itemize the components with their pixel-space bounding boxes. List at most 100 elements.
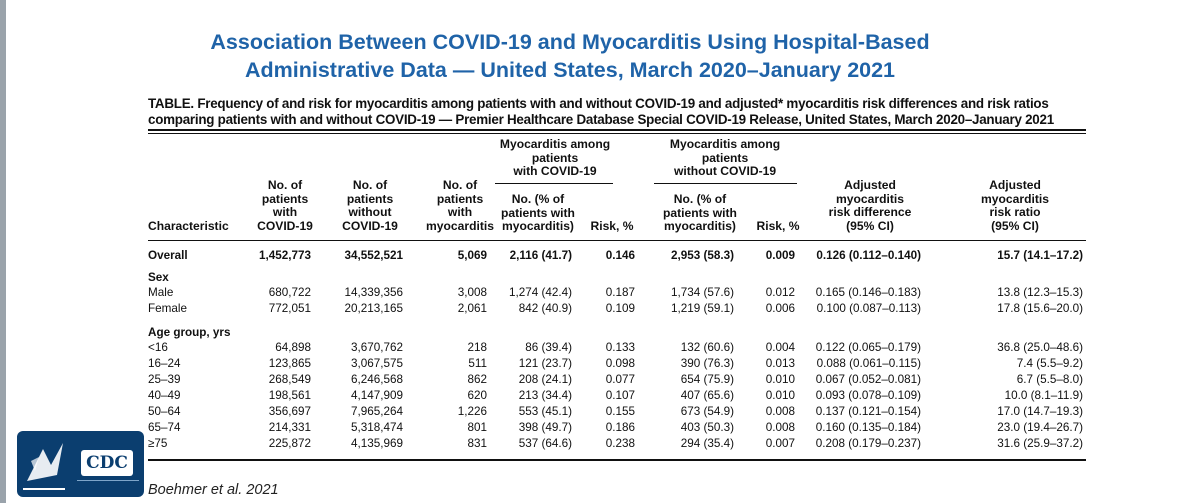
group-rule-without xyxy=(654,183,797,184)
header-risk-with-covid: Risk, % xyxy=(590,219,634,233)
table-caption-line-1: TABLE. Frequency of and risk for myocard… xyxy=(148,96,1049,111)
eagle-emblem-icon xyxy=(23,443,65,490)
table-cell: 0.160 (0.135–0.184) xyxy=(815,421,921,434)
group-rule-with xyxy=(495,183,613,184)
row-label: 65–74 xyxy=(148,421,181,434)
table-cell: 0.006 xyxy=(765,302,795,315)
table-cell: 553 (45.1) xyxy=(518,405,572,418)
table-cell: 0.122 (0.065–0.179) xyxy=(815,341,921,354)
table-cell: 34,552,521 xyxy=(344,249,404,262)
table-cell: 0.077 xyxy=(605,373,635,386)
table-cell: 772,051 xyxy=(268,302,311,315)
table-cell: 0.133 xyxy=(605,341,635,354)
table-cell: 0.010 xyxy=(765,389,795,402)
table-cell: 5,069 xyxy=(457,249,487,262)
row-label: 16–24 xyxy=(148,357,181,370)
table-cell: 842 (40.9) xyxy=(518,302,572,315)
table-cell: 225,872 xyxy=(268,437,311,450)
table-cell: 831 xyxy=(467,437,487,450)
table-cell: 654 (75.9) xyxy=(680,373,734,386)
table-cell: 294 (35.4) xyxy=(680,437,734,450)
table-cell: 0.186 xyxy=(605,421,635,434)
table-cell: 0.013 xyxy=(765,357,795,370)
row-label: Male xyxy=(148,286,174,299)
table-cell: 10.0 (8.1–11.9) xyxy=(1004,389,1083,402)
cdc-logo: CDC xyxy=(17,431,144,497)
table-cell: 0.004 xyxy=(765,341,795,354)
table-cell: 17.8 (15.6–20.0) xyxy=(997,302,1083,315)
row-label: Overall xyxy=(148,249,188,262)
table-cell: 6.7 (5.5–8.0) xyxy=(1016,373,1083,386)
table-cell: 403 (50.3) xyxy=(680,421,734,434)
page-edge xyxy=(0,0,6,503)
table-cell: 7,965,264 xyxy=(351,405,403,418)
table-cell: 86 (39.4) xyxy=(525,341,572,354)
table-cell: 0.093 (0.078–0.109) xyxy=(815,389,921,402)
table-cell: 0.107 xyxy=(605,389,635,402)
table-cell: 620 xyxy=(467,389,487,402)
table-cell: 2,116 (41.7) xyxy=(509,249,572,262)
table-cell: 64,898 xyxy=(275,341,311,354)
table-cell: 0.126 (0.112–0.140) xyxy=(816,249,921,262)
header-pct-without-covid: No. (% of patients with myocarditis) xyxy=(663,192,737,234)
table-cell: 407 (65.6) xyxy=(680,389,734,402)
table-cell: 0.098 xyxy=(605,357,635,370)
header-bottom-rule xyxy=(148,240,1086,241)
table-cell: 356,697 xyxy=(268,405,311,418)
header-adj-risk-difference: Adjusted myocarditis risk difference (95… xyxy=(828,178,912,233)
table-cell: 268,549 xyxy=(268,373,311,386)
table-cell: 3,670,762 xyxy=(351,341,403,354)
table-cell: 3,067,575 xyxy=(351,357,403,370)
table-cell: 1,226 xyxy=(457,405,487,418)
top-rule-thick xyxy=(148,129,1086,131)
table-cell: 198,561 xyxy=(268,389,311,402)
header-adj-risk-ratio: Adjusted myocarditis risk ratio (95% CI) xyxy=(981,178,1049,233)
cdc-logo-text: CDC xyxy=(81,450,133,476)
table-cell: 7.4 (5.5–9.2) xyxy=(1016,357,1083,370)
table-cell: 0.155 xyxy=(605,405,635,418)
table-cell: 13.8 (12.3–15.3) xyxy=(997,286,1083,299)
table-cell: 390 (76.3) xyxy=(680,357,734,370)
table-caption-line-2: comparing patients with and without COVI… xyxy=(148,112,1054,127)
table-cell: 0.008 xyxy=(765,405,795,418)
table-cell: 1,452,773 xyxy=(259,249,311,262)
header-characteristic: Characteristic xyxy=(148,219,229,233)
table-cell: 0.165 (0.146–0.183) xyxy=(815,286,921,299)
table-cell: 2,061 xyxy=(457,302,487,315)
table-cell: 801 xyxy=(467,421,487,434)
header-n-without-covid: No. of patients without COVID-19 xyxy=(342,178,398,233)
row-label: 40–49 xyxy=(148,389,181,402)
table-cell: 14,339,356 xyxy=(344,286,404,299)
table-cell: 0.137 (0.121–0.154) xyxy=(815,405,921,418)
table-cell: 132 (60.6) xyxy=(680,341,734,354)
table-cell: 214,331 xyxy=(268,421,311,434)
table-cell: 398 (49.7) xyxy=(518,421,572,434)
row-label: <16 xyxy=(148,341,168,354)
header-risk-without-covid: Risk, % xyxy=(756,219,800,233)
table-cell: 15.7 (14.1–17.2) xyxy=(997,249,1083,262)
table-cell: 31.6 (25.9–37.2) xyxy=(997,437,1083,450)
table-cell: 862 xyxy=(467,373,487,386)
table-cell: 218 xyxy=(467,341,487,354)
table-cell: 680,722 xyxy=(268,286,311,299)
table-cell: 121 (23.7) xyxy=(518,357,572,370)
cdc-logo-tagline xyxy=(77,480,139,487)
table-cell: 1,219 (59.1) xyxy=(670,302,734,315)
table-cell: 4,135,969 xyxy=(351,437,403,450)
table-cell: 20,213,165 xyxy=(344,302,404,315)
table-cell: 6,246,568 xyxy=(351,373,403,386)
table-cell: 0.008 xyxy=(765,421,795,434)
row-label: 50–64 xyxy=(148,405,181,418)
row-label: Female xyxy=(148,302,187,315)
table-cell: 1,734 (57.6) xyxy=(670,286,734,299)
table-cell: 213 (34.4) xyxy=(518,389,572,402)
header-group-without-covid: Myocarditis among patients without COVID… xyxy=(669,137,781,179)
table-cell: 1,274 (42.4) xyxy=(508,286,572,299)
table-cell: 3,008 xyxy=(457,286,487,299)
table-cell: 0.010 xyxy=(765,373,795,386)
citation: Boehmer et al. 2021 xyxy=(148,482,279,498)
header-group-with-covid: Myocarditis among patients with COVID-19 xyxy=(499,137,611,179)
figure-title-line-2: Administrative Data — United States, Mar… xyxy=(244,58,896,82)
table-cell: 208 (24.1) xyxy=(518,373,572,386)
figure-title-line-1: Association Between COVID-19 and Myocard… xyxy=(210,30,930,54)
